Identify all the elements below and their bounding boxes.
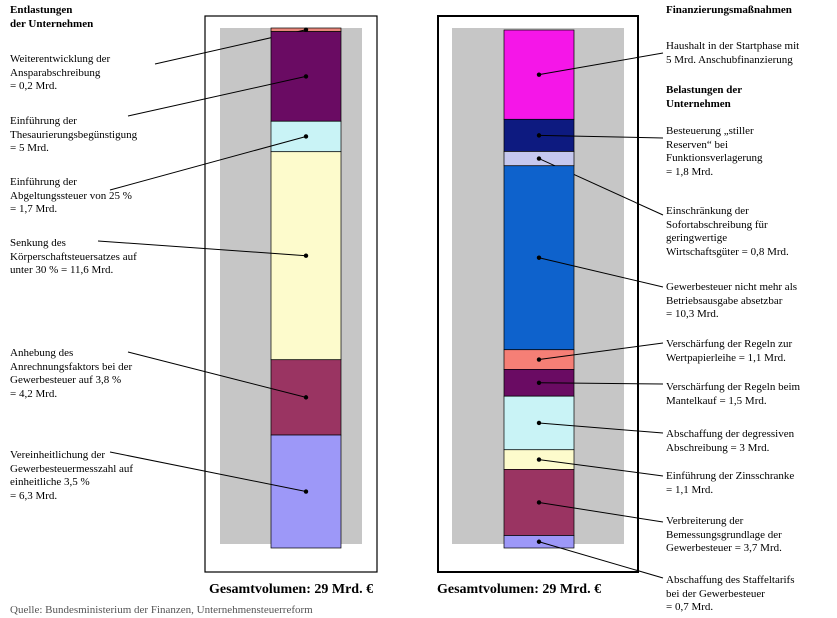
leader-line-0-2: [109, 136, 307, 191]
right-heading-burdens: Belastungen der Unternehmen: [666, 84, 743, 110]
segment-label-1-9: Abschaffung des Staffeltarifs bei der Ge…: [666, 574, 795, 613]
leader-arrowhead-1-6: [536, 420, 542, 426]
leader-arrowhead-1-8: [536, 500, 542, 505]
leader-line-0-5: [109, 451, 307, 493]
segment-label-0-4: Anhebung des Anrechnungsfaktors bei der …: [10, 347, 133, 400]
segment-label-1-2: Einschränkung der Sofortabschreibung für…: [666, 205, 789, 258]
segment-label-0-2: Einführung der Abgeltungssteuer von 25 %…: [10, 176, 132, 215]
segment-label-1-6: Abschaffung der degressiven Abschreibung…: [666, 428, 795, 454]
segment-label-0-1: Einführung der Thesaurierungsbegünstigun…: [10, 115, 138, 154]
segment-label-0-3: Senkung des Körperschaftsteuersatzes auf…: [10, 237, 137, 276]
leader-arrowhead-1-5: [536, 380, 542, 385]
source-note: Quelle: Bundesministerium der Finanzen, …: [10, 604, 313, 616]
leader-arrowhead-1-9: [536, 539, 542, 544]
segment-label-0-5: Vereinheitlichung der Gewerbesteuermessz…: [10, 449, 134, 502]
leader-line-1-9: [538, 541, 664, 579]
leader-line-1-1: [538, 134, 664, 139]
segment-label-0-0: Weiterentwicklung der Ansparabschreibung…: [10, 53, 111, 92]
leader-arrowhead-0-1: [303, 74, 309, 79]
segment-label-1-1: Besteuerung „stiller Reserven“ bei Funkt…: [666, 125, 763, 178]
leader-arrowhead-0-4: [303, 395, 309, 400]
segment-label-1-5: Verschärfung der Regeln beim Mantelkauf …: [666, 381, 801, 407]
leader-arrowhead-1-3: [536, 255, 542, 260]
right-total-label: Gesamtvolumen: 29 Mrd. €: [437, 582, 602, 597]
segment-label-1-0: Haushalt in der Startphase mit 5 Mrd. An…: [666, 40, 800, 66]
leader-line-1-6: [538, 422, 664, 434]
bar-segment-0-4: [270, 359, 342, 436]
leader-line-1-8: [538, 501, 664, 523]
segment-label-1-3: Gewerbesteuer nicht mehr als Betriebsaus…: [666, 281, 798, 320]
segment-label-1-4: Verschärfung der Regeln zur Wertpapierle…: [666, 338, 793, 364]
leader-line-1-3: [538, 257, 664, 288]
leader-line-1-7: [538, 459, 664, 477]
leader-arrowhead-1-7: [536, 457, 542, 462]
leader-line-0-1: [127, 75, 307, 117]
leader-line-0-4: [127, 351, 307, 398]
leader-line-1-5: [538, 382, 664, 385]
segment-label-1-8: Verbreiterung der Bemessungsgrundlage de…: [666, 515, 782, 554]
leader-arrowhead-1-0: [536, 72, 542, 77]
leader-arrowhead-0-5: [303, 489, 309, 494]
left-total-label: Gesamtvolumen: 29 Mrd. €: [209, 582, 374, 597]
leader-line-1-0: [538, 52, 664, 76]
leader-arrowhead-0-0: [303, 27, 309, 32]
leader-line-1-4: [538, 342, 664, 361]
right-heading-financing: Finanzierungsmaßnahmen: [666, 4, 792, 16]
leader-line-0-3: [97, 240, 307, 257]
left-heading: Entlastungen der Unternehmen: [10, 4, 94, 30]
segment-label-1-7: Einführung der Zinsschranke = 1,1 Mrd.: [666, 470, 795, 496]
leader-arrowhead-1-4: [536, 357, 542, 362]
leader-arrowhead-1-1: [536, 133, 542, 138]
leader-arrowhead-1-2: [536, 156, 542, 161]
leader-arrowhead-0-3: [303, 253, 309, 258]
leader-arrowhead-0-2: [303, 134, 309, 139]
